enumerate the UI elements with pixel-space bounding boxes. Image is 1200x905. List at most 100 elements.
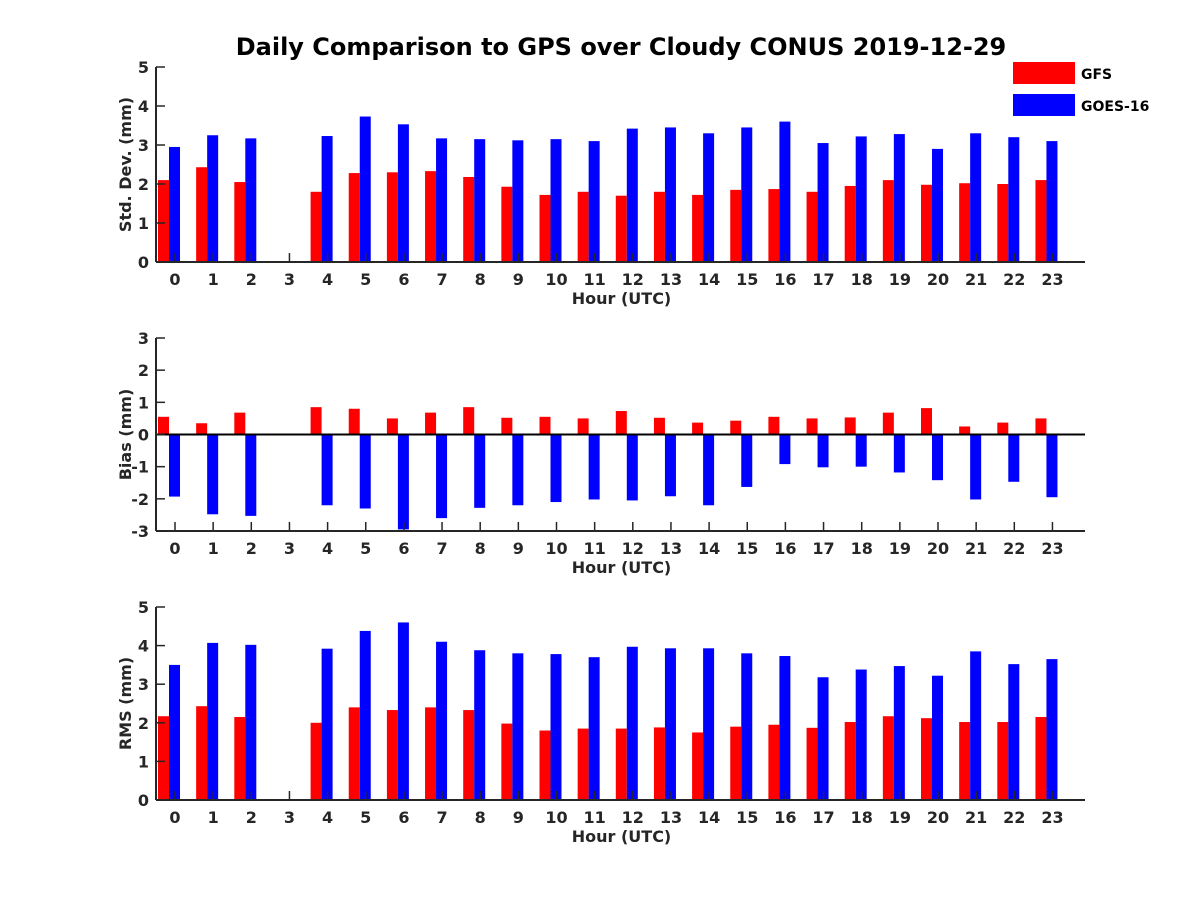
bar-bias-gfs-h15 — [730, 420, 742, 435]
x-tick-label-std-7: 7 — [436, 270, 447, 289]
bar-std-gfs-h22 — [997, 184, 1009, 262]
y-tick-label-rms-5: 5 — [138, 598, 149, 617]
bar-std-gfs-h12 — [615, 195, 627, 262]
bar-bias-goes16-h20 — [932, 434, 943, 481]
x-tick-label-bias-9: 9 — [513, 539, 524, 558]
y-tick-label-rms-3: 3 — [138, 675, 149, 694]
x-tick-label-std-14: 14 — [698, 270, 720, 289]
bar-std-goes16-h18 — [855, 136, 867, 262]
bar-bias-gfs-h19 — [882, 412, 894, 435]
bar-bias-gfs-h9 — [501, 417, 513, 435]
x-tick-label-rms-10: 10 — [545, 808, 567, 827]
x-axis-label-rms: Hour (UTC) — [572, 827, 672, 846]
bar-bias-goes16-h8 — [474, 434, 486, 508]
bar-rms-gfs-h10 — [539, 730, 551, 800]
bar-rms-gfs-h6 — [386, 710, 398, 800]
x-tick-label-std-11: 11 — [584, 270, 606, 289]
bar-rms-goes16-h20 — [932, 675, 943, 800]
bar-bias-gfs-h11 — [577, 418, 589, 435]
bar-rms-goes16-h10 — [550, 654, 562, 800]
x-tick-label-rms-14: 14 — [698, 808, 720, 827]
bar-bias-goes16-h18 — [855, 434, 867, 467]
bar-std-goes16-h10 — [550, 139, 562, 262]
bar-std-gfs-h4 — [310, 191, 322, 262]
x-tick-label-rms-11: 11 — [584, 808, 606, 827]
bar-rms-gfs-h2 — [234, 717, 246, 800]
bar-rms-goes16-h15 — [741, 653, 753, 800]
x-tick-label-bias-0: 0 — [169, 539, 180, 558]
bar-rms-goes16-h21 — [970, 651, 982, 800]
bar-std-goes16-h16 — [779, 121, 791, 262]
x-tick-label-bias-5: 5 — [360, 539, 371, 558]
bar-bias-goes16-h16 — [779, 434, 791, 465]
bar-bias-goes16-h12 — [626, 434, 638, 501]
bar-bias-gfs-h4 — [310, 407, 322, 435]
bar-std-gfs-h0 — [158, 180, 169, 262]
chart-title: Daily Comparison to GPS over Cloudy CONU… — [236, 33, 1007, 61]
bar-bias-goes16-h22 — [1008, 434, 1020, 482]
x-tick-label-rms-8: 8 — [475, 808, 486, 827]
bar-rms-gfs-h5 — [348, 707, 360, 800]
bar-rms-goes16-h11 — [588, 657, 600, 800]
x-tick-label-std-17: 17 — [812, 270, 834, 289]
x-tick-label-std-21: 21 — [965, 270, 987, 289]
bar-std-gfs-h13 — [653, 191, 665, 262]
bar-bias-goes16-h19 — [893, 434, 905, 473]
bar-std-goes16-h13 — [664, 127, 676, 262]
x-tick-label-rms-4: 4 — [322, 808, 333, 827]
bar-std-goes16-h8 — [474, 139, 486, 262]
x-tick-label-bias-21: 21 — [965, 539, 987, 558]
bar-std-goes16-h12 — [626, 128, 638, 262]
bar-bias-gfs-h16 — [768, 416, 780, 435]
bar-std-gfs-h10 — [539, 194, 551, 262]
x-tick-label-std-20: 20 — [927, 270, 949, 289]
x-tick-label-std-3: 3 — [284, 270, 295, 289]
legend-label-gfs: GFS — [1081, 67, 1112, 83]
bar-std-gfs-h20 — [921, 184, 932, 262]
x-tick-label-rms-15: 15 — [736, 808, 758, 827]
bar-std-goes16-h9 — [512, 140, 524, 262]
bar-rms-gfs-h18 — [844, 722, 856, 800]
x-tick-label-std-8: 8 — [475, 270, 486, 289]
y-tick-label-rms-0: 0 — [138, 791, 149, 810]
bar-rms-goes16-h13 — [664, 648, 676, 800]
y-tick-label-rms-2: 2 — [138, 714, 149, 733]
bar-std-goes16-h20 — [932, 148, 943, 262]
bar-rms-gfs-h13 — [653, 727, 665, 800]
x-tick-label-bias-15: 15 — [736, 539, 758, 558]
bar-std-gfs-h2 — [234, 182, 246, 262]
bar-bias-gfs-h14 — [692, 422, 704, 435]
y-tick-label-bias-1: 1 — [138, 393, 149, 412]
bar-rms-gfs-h12 — [615, 728, 627, 800]
bar-rms-gfs-h17 — [806, 727, 818, 800]
bar-rms-goes16-h14 — [703, 648, 715, 800]
x-tick-label-bias-6: 6 — [398, 539, 409, 558]
bar-std-gfs-h6 — [386, 172, 398, 262]
y-tick-label-std-5: 5 — [138, 58, 149, 77]
x-tick-label-std-22: 22 — [1003, 270, 1025, 289]
x-tick-label-rms-2: 2 — [246, 808, 257, 827]
bar-rms-goes16-h17 — [817, 677, 829, 800]
x-tick-label-rms-6: 6 — [398, 808, 409, 827]
y-tick-label-bias--1: -1 — [131, 458, 149, 477]
bar-bias-gfs-h21 — [959, 426, 971, 435]
x-tick-label-std-19: 19 — [889, 270, 911, 289]
bar-rms-gfs-h0 — [158, 716, 169, 800]
bar-rms-goes16-h16 — [779, 656, 791, 800]
x-tick-label-bias-7: 7 — [436, 539, 447, 558]
bar-bias-gfs-h18 — [844, 417, 856, 435]
bar-std-gfs-h18 — [844, 185, 856, 262]
x-tick-label-bias-17: 17 — [812, 539, 834, 558]
x-tick-label-rms-12: 12 — [622, 808, 644, 827]
bar-rms-gfs-h20 — [921, 718, 932, 800]
y-axis-label-bias: Bias (mm) — [116, 389, 135, 481]
bar-rms-gfs-h22 — [997, 722, 1009, 800]
bar-bias-goes16-h23 — [1046, 434, 1058, 498]
x-tick-label-bias-18: 18 — [851, 539, 873, 558]
bar-rms-goes16-h2 — [245, 644, 257, 800]
x-tick-label-bias-8: 8 — [475, 539, 486, 558]
y-tick-label-std-4: 4 — [138, 97, 149, 116]
x-tick-label-bias-20: 20 — [927, 539, 949, 558]
bar-std-goes16-h22 — [1008, 137, 1020, 262]
